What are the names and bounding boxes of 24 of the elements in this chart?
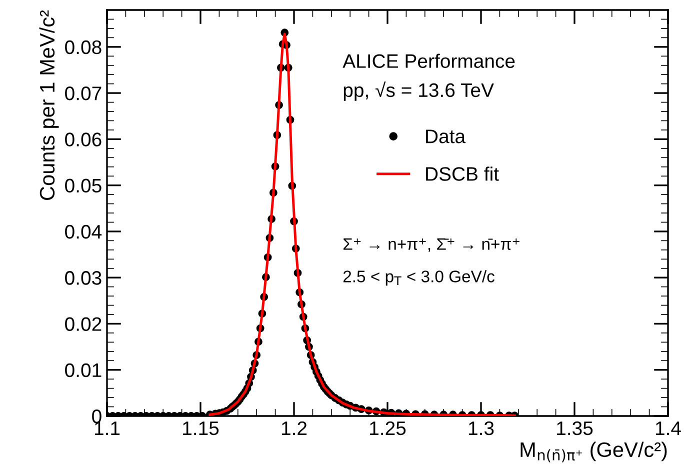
y-tick-label: 0.01 bbox=[65, 363, 102, 378]
x-tick-label: 1.3 bbox=[468, 421, 494, 436]
annotation: pp, √s = 13.6 TeV bbox=[344, 81, 494, 101]
y-tick-label: 0.07 bbox=[65, 86, 102, 100]
legend-label: DSCB fit bbox=[426, 166, 499, 181]
x-tick-label: 1.1 bbox=[94, 422, 120, 435]
annotation: Σ⁺ → n+π⁺, Σ̄⁺ → n̄+π⁺ bbox=[344, 238, 520, 252]
y-tick-label: 0 bbox=[92, 409, 102, 424]
legend-label: Data bbox=[426, 130, 466, 144]
y-axis-title: Counts per 1 MeV/c² bbox=[39, 10, 59, 200]
x-tick-label: 1.35 bbox=[557, 421, 593, 436]
x-tick-label: 1.2 bbox=[282, 421, 307, 435]
y-tick-label: 0.03 bbox=[65, 271, 102, 285]
annotation: 2.5 < p$_{T}$ < 3.0 GeV/c bbox=[343, 270, 494, 286]
x-tick-label: 1.25 bbox=[370, 421, 406, 436]
annotation: ALICE Performance bbox=[342, 54, 515, 68]
y-tick-label: 0.02 bbox=[65, 317, 102, 331]
y-tick-label: 0.06 bbox=[65, 132, 102, 146]
x-tick-label: 1.15 bbox=[183, 422, 219, 436]
x-axis-title: M$_{n(n̄)π⁺}$ (GeV/c²) bbox=[520, 442, 667, 462]
y-tick-label: 0.04 bbox=[65, 224, 102, 239]
y-tick-label: 0.08 bbox=[65, 40, 102, 54]
y-tick-label: 0.05 bbox=[65, 178, 102, 193]
x-tick-label: 1.4 bbox=[656, 422, 681, 435]
